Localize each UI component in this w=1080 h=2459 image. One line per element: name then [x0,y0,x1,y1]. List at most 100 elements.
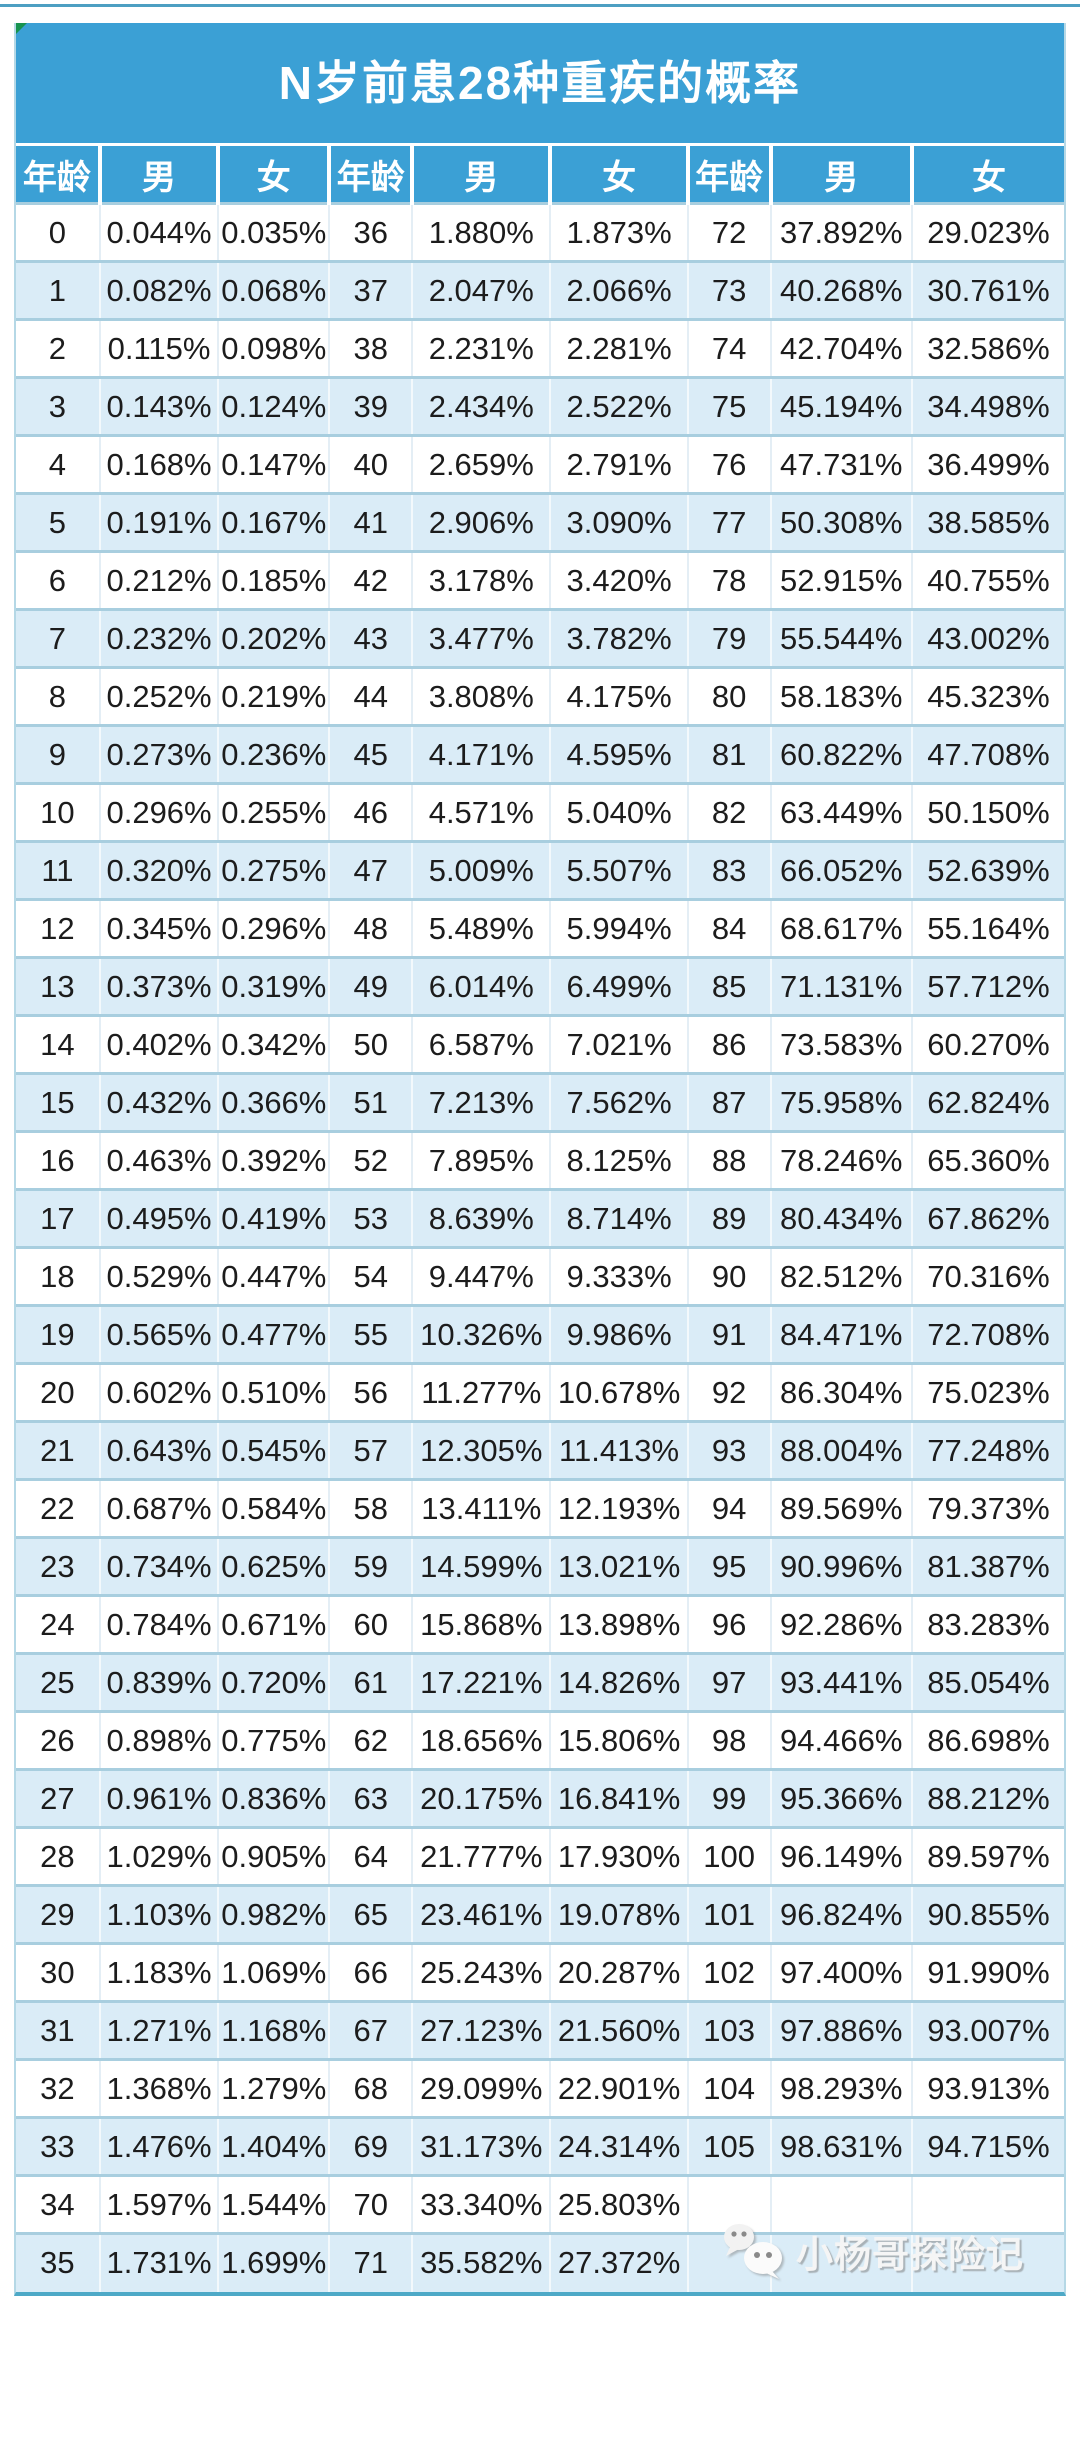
age-cell: 90 [686,1246,771,1306]
age-cell [686,2174,771,2234]
female-cell: 0.419% [217,1188,330,1248]
male-cell: 3.477% [411,608,551,668]
female-cell: 91.990% [910,1942,1064,2002]
table-row: 13 0.373% 0.319% 49 6.014% 6.499% 85 71.131% 57.… [16,956,1064,1016]
table-row: 32 1.368% 1.279% 68 29.099% 22.901% 104 98.293%… [16,2058,1064,2118]
male-cell: 75.958% [769,1072,912,1132]
male-cell: 88.004% [769,1420,912,1480]
female-cell: 0.775% [217,1710,330,1770]
male-cell: 35.582% [411,2232,551,2292]
male-cell: 82.512% [769,1246,912,1306]
female-cell: 75.023% [910,1362,1064,1422]
header-cell-male: 男 [768,143,912,204]
male-cell: 9.447% [411,1246,551,1306]
female-cell [910,2174,1064,2234]
male-cell: 0.529% [98,1246,219,1306]
age-cell: 24 [16,1594,100,1654]
female-cell: 20.287% [549,1942,688,2002]
watermark-text: 小杨哥探险记 [796,2233,1024,2275]
male-cell: 1.103% [98,1884,219,1944]
table-row: 14 0.402% 0.342% 50 6.587% 7.021% 86 73.583% 60.… [16,1014,1064,1074]
female-cell: 13.021% [549,1536,688,1596]
male-cell: 60.822% [769,724,912,784]
male-cell: 68.617% [769,898,912,958]
table-row: 26 0.898% 0.775% 62 18.656% 15.806% 98 94.466% 8… [16,1710,1064,1770]
table-row: 15 0.432% 0.366% 51 7.213% 7.562% 87 75.958% 62.… [16,1072,1064,1132]
female-cell: 9.986% [549,1304,688,1364]
age-cell: 71 [328,2232,413,2292]
table-row: 11 0.320% 0.275% 47 5.009% 5.507% 83 66.052% 52.… [16,840,1064,900]
age-cell: 11 [16,840,100,900]
male-cell: 23.461% [411,1884,551,1944]
female-cell: 7.021% [549,1014,688,1074]
age-cell: 96 [686,1594,771,1654]
male-cell: 1.368% [98,2058,219,2118]
female-cell: 36.499% [910,434,1064,494]
female-cell: 21.560% [549,2000,688,2060]
age-cell: 100 [686,1826,771,1886]
female-cell: 11.413% [549,1420,688,1480]
female-cell: 0.366% [217,1072,330,1132]
female-cell: 5.040% [549,782,688,842]
watermark: 小杨哥探险记 [722,2222,1024,2280]
male-cell: 1.183% [98,1942,219,2002]
age-cell: 55 [328,1304,413,1364]
female-cell: 86.698% [910,1710,1064,1770]
age-cell: 97 [686,1652,771,1712]
age-cell: 26 [16,1710,100,1770]
wechat-icon [724,2223,782,2279]
male-cell: 1.731% [98,2232,219,2292]
female-cell: 57.712% [910,956,1064,1016]
table-row: 4 0.168% 0.147% 40 2.659% 2.791% 76 47.731% 36.4… [16,434,1064,494]
female-cell: 40.755% [910,550,1064,610]
table-body: 0 0.044% 0.035% 36 1.880% 1.873% 72 37.892% 29.0… [16,202,1064,2292]
male-cell: 0.320% [98,840,219,900]
male-cell: 0.839% [98,1652,219,1712]
female-cell: 79.373% [910,1478,1064,1538]
age-cell: 75 [686,376,771,436]
male-cell: 98.631% [769,2116,912,2176]
age-cell: 98 [686,1710,771,1770]
female-cell: 0.167% [217,492,330,552]
age-cell: 36 [328,202,413,262]
age-cell: 73 [686,260,771,320]
table-row: 29 1.103% 0.982% 65 23.461% 19.078% 101 96.824%… [16,1884,1064,1944]
male-cell: 10.326% [411,1304,551,1364]
age-cell: 2 [16,318,100,378]
female-cell: 0.625% [217,1536,330,1596]
male-cell: 45.194% [769,376,912,436]
male-cell: 1.880% [411,202,551,262]
female-cell: 0.068% [217,260,330,320]
age-cell: 33 [16,2116,100,2176]
table-row: 33 1.476% 1.404% 69 31.173% 24.314% 105 98.631%… [16,2116,1064,2176]
table-row: 9 0.273% 0.236% 45 4.171% 4.595% 81 60.822% 47.7… [16,724,1064,784]
age-cell: 29 [16,1884,100,1944]
female-cell: 38.585% [910,492,1064,552]
age-cell: 28 [16,1826,100,1886]
table-row: 17 0.495% 0.419% 53 8.639% 8.714% 89 80.434% 67.… [16,1188,1064,1248]
female-cell: 13.898% [549,1594,688,1654]
female-cell: 34.498% [910,376,1064,436]
male-cell: 97.400% [769,1942,912,2002]
female-cell: 5.994% [549,898,688,958]
female-cell: 0.255% [217,782,330,842]
female-cell: 0.202% [217,608,330,668]
age-cell: 13 [16,956,100,1016]
age-cell: 46 [328,782,413,842]
female-cell: 45.323% [910,666,1064,726]
female-cell: 1.168% [217,2000,330,2060]
age-cell: 47 [328,840,413,900]
male-cell: 55.544% [769,608,912,668]
table-row: 30 1.183% 1.069% 66 25.243% 20.287% 102 97.400%… [16,1942,1064,2002]
female-cell: 88.212% [910,1768,1064,1828]
male-cell: 2.231% [411,318,551,378]
male-cell: 5.489% [411,898,551,958]
age-cell: 85 [686,956,771,1016]
age-cell: 91 [686,1304,771,1364]
table-row: 23 0.734% 0.625% 59 14.599% 13.021% 95 90.996% 8… [16,1536,1064,1596]
female-cell: 5.507% [549,840,688,900]
male-cell: 0.212% [98,550,219,610]
age-cell: 0 [16,202,100,262]
male-cell: 95.366% [769,1768,912,1828]
male-cell: 7.213% [411,1072,551,1132]
